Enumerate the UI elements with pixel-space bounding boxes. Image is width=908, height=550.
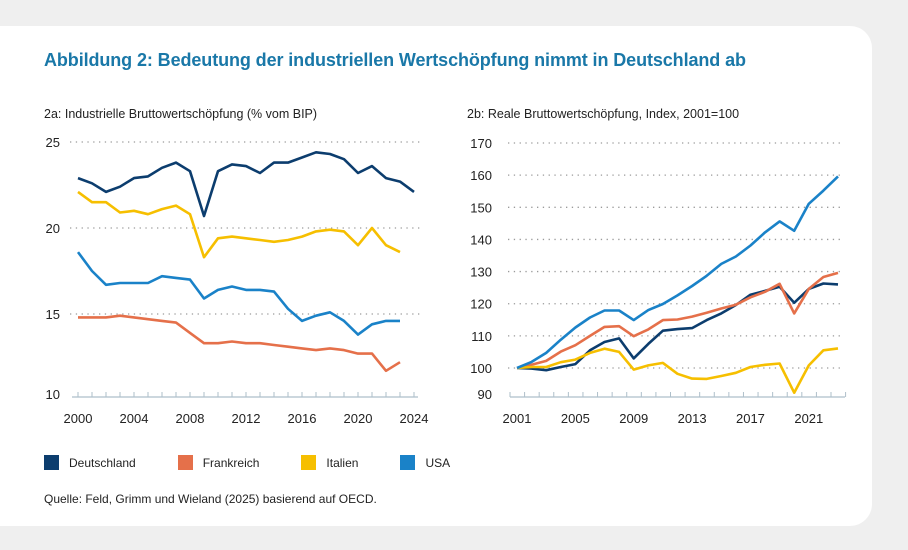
legend-item-deutschland: Deutschland bbox=[44, 455, 136, 470]
legend-item-frankreich: Frankreich bbox=[177, 455, 260, 470]
legend-label: Deutschland bbox=[69, 455, 136, 470]
x-tick-label: 2020 bbox=[344, 411, 373, 426]
x-tick-label: 2000 bbox=[64, 411, 93, 426]
y-tick-label: 150 bbox=[470, 200, 492, 215]
chart-2a-title: 2a: Industrielle Bruttowertschöpfung (% … bbox=[44, 107, 318, 121]
x-tick-label: 2016 bbox=[288, 411, 317, 426]
x-tick-label: 2024 bbox=[400, 411, 429, 426]
legend: Deutschland Frankreich Italien USA bbox=[44, 455, 492, 470]
x-tick-label: 2001 bbox=[503, 411, 532, 426]
x-tick-label: 2008 bbox=[176, 411, 205, 426]
series-line-usa bbox=[76, 251, 400, 336]
y-tick-label: 90 bbox=[478, 387, 492, 402]
figure-card bbox=[0, 26, 872, 526]
x-tick-label: 2017 bbox=[736, 411, 765, 426]
y-tick-label: 20 bbox=[46, 221, 60, 236]
legend-label: USA bbox=[425, 455, 451, 470]
y-tick-label: 25 bbox=[46, 135, 60, 150]
y-tick-label: 120 bbox=[470, 297, 492, 312]
y-tick-label: 100 bbox=[470, 361, 492, 376]
y-tick-label: 160 bbox=[470, 168, 492, 183]
y-tick-label: 110 bbox=[471, 329, 492, 344]
y-tick-label: 15 bbox=[46, 307, 60, 322]
legend-swatch bbox=[400, 455, 416, 470]
series-line-usa bbox=[516, 175, 839, 370]
legend-label: Frankreich bbox=[202, 455, 260, 470]
chart-2b-title: 2b: Reale Bruttowertschöpfung, Index, 20… bbox=[467, 107, 740, 121]
legend-swatch bbox=[301, 455, 317, 470]
series-line-frankreich bbox=[78, 314, 401, 373]
series-line-frankreich bbox=[516, 271, 839, 370]
y-tick-label: 10 bbox=[46, 387, 60, 402]
legend-item-italien: Italien bbox=[301, 455, 358, 470]
source-note: Quelle: Feld, Grimm und Wieland (2025) b… bbox=[44, 492, 377, 506]
x-tick-label: 2021 bbox=[794, 411, 823, 426]
series-line-italien bbox=[516, 347, 839, 395]
legend-label: Italien bbox=[326, 455, 359, 470]
legend-swatch bbox=[177, 455, 193, 470]
x-tick-label: 2012 bbox=[232, 411, 261, 426]
y-tick-label: 140 bbox=[470, 232, 492, 247]
x-tick-label: 2004 bbox=[120, 411, 149, 426]
series-line-deutschland bbox=[77, 151, 415, 218]
figure-title: Abbildung 2: Bedeutung der industriellen… bbox=[44, 50, 746, 70]
x-tick-label: 2005 bbox=[561, 411, 590, 426]
legend-item-usa: USA bbox=[400, 455, 450, 470]
y-tick-label: 170 bbox=[470, 136, 492, 151]
x-tick-label: 2009 bbox=[619, 411, 648, 426]
legend-swatch bbox=[44, 455, 59, 470]
series-line-italien bbox=[77, 190, 401, 259]
x-tick-label: 2013 bbox=[678, 411, 707, 426]
y-tick-label: 130 bbox=[470, 265, 492, 280]
